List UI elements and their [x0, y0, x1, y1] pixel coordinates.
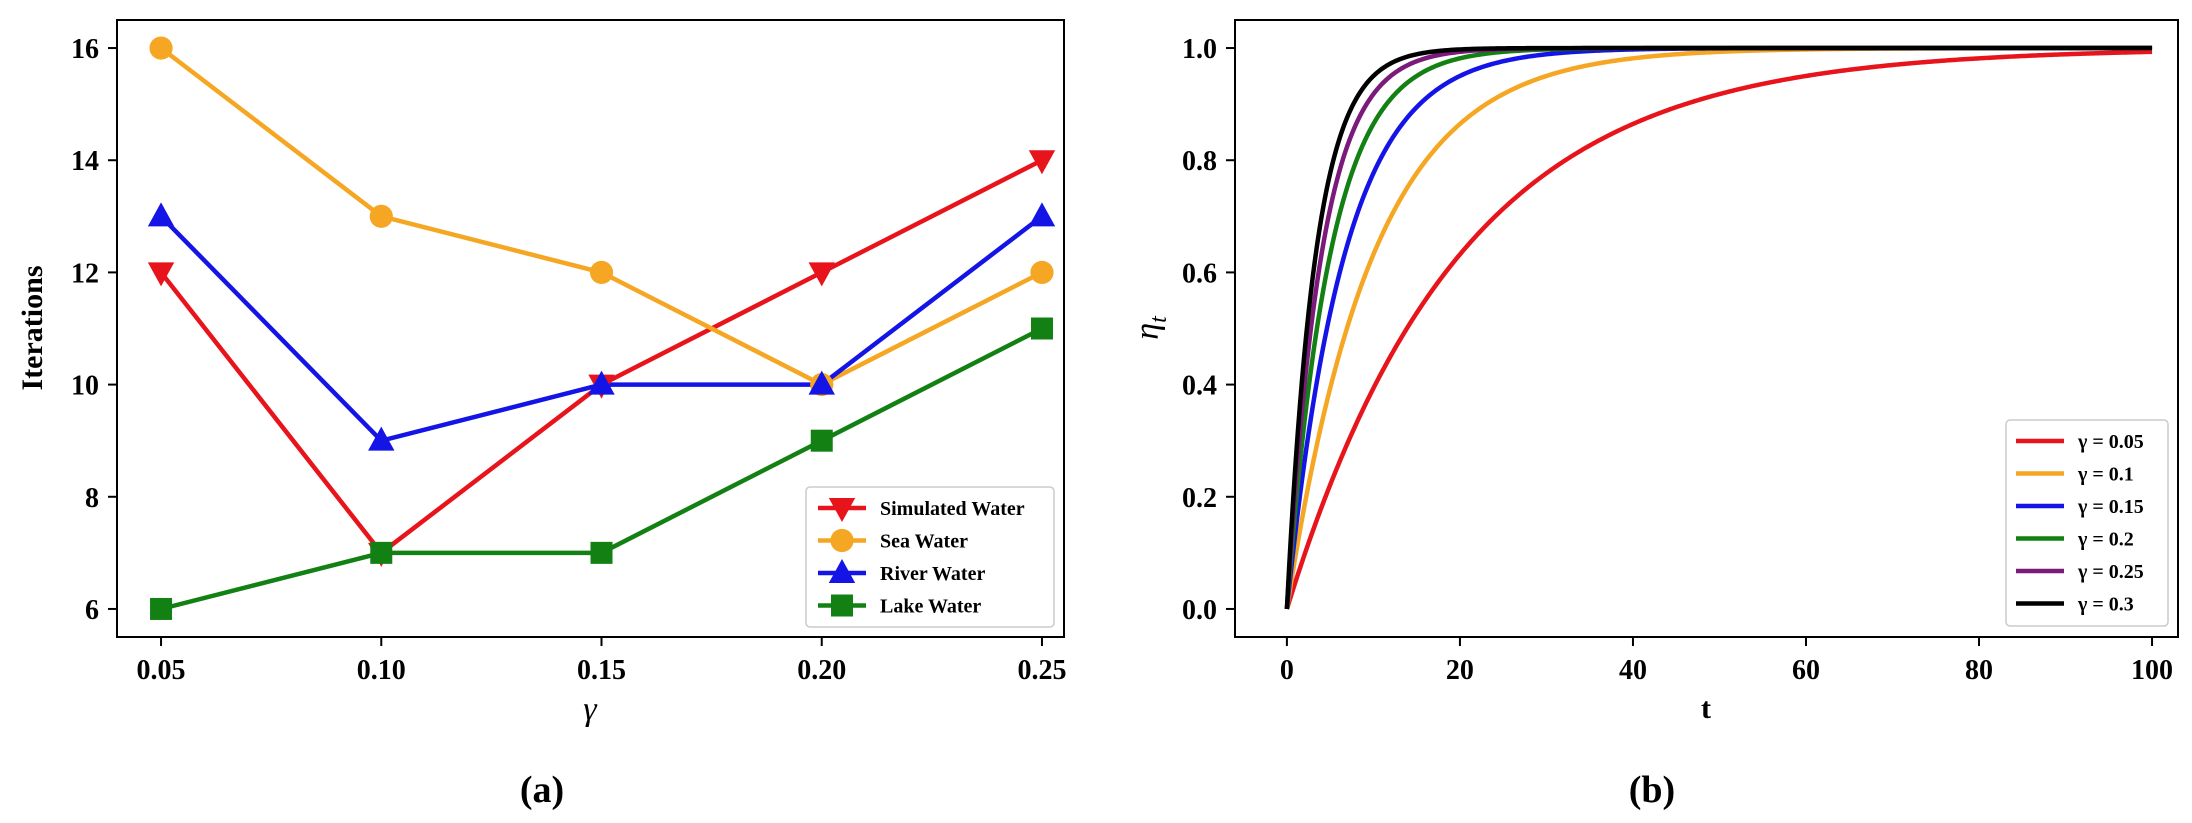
panel-a-legend-box [805, 486, 1055, 628]
legend-label-0-2: γ = 0.2 [2077, 529, 2134, 551]
legend-marker-simulated-water [828, 498, 856, 522]
x-tick-label: 0.25 [1017, 655, 1066, 686]
data-point-river-water [808, 370, 835, 395]
data-point-simulated-water [808, 262, 835, 287]
legend-label-0-05: γ = 0.05 [2077, 431, 2144, 453]
panel-b-legend: γ = 0.05 γ = 0.1 γ = 0.15 γ = 0.2 γ = 0.25 γ … [2005, 419, 2169, 627]
panel-b-x-axis-label: t [1701, 692, 1711, 725]
panel-b-plot-frame [1234, 19, 2179, 638]
legend-label-0-15: γ = 0.15 [2077, 496, 2144, 518]
data-point-river-water [588, 370, 615, 395]
data-point-river-water [1028, 202, 1056, 227]
panel-b-label: (b) [1629, 769, 1675, 811]
panel-b-y-axis-label-subscript: t [1146, 315, 1172, 323]
data-point-lake-water [370, 541, 393, 564]
legend-marker-lake-water [831, 594, 853, 617]
panel-a-plot-frame [116, 19, 1065, 638]
y-tick-label: 10 [71, 371, 99, 402]
y-tick-label: 16 [71, 34, 99, 65]
legend-label-0-1: γ = 0.1 [2077, 464, 2134, 486]
data-point-sea-water [589, 260, 614, 285]
data-point-lake-water [810, 429, 833, 452]
y-tick-label: 0.0 [1182, 595, 1217, 626]
legend-label-lake-water: Lake Water [880, 596, 981, 618]
x-tick-label: 0 [1280, 655, 1294, 686]
x-tick-label: 0.15 [577, 655, 626, 686]
panel-b-y-axis-label-main: η [1129, 323, 1166, 340]
x-tick-label: 80 [1965, 655, 1993, 686]
legend-label-sea-water: Sea Water [880, 531, 968, 553]
curve-0-3 [1284, 45, 2153, 610]
data-point-sea-water [369, 204, 393, 228]
data-point-lake-water [1030, 317, 1053, 340]
legend-label-0-25: γ = 0.25 [2077, 561, 2144, 583]
legend-label-simulated-water: Simulated Water [880, 498, 1025, 520]
data-point-river-water [368, 426, 395, 451]
legend-marker-river-water [828, 559, 856, 583]
y-tick-label: 0.6 [1182, 258, 1217, 289]
y-tick-label: 1.0 [1182, 34, 1217, 65]
panel-a-label: (a) [520, 769, 564, 811]
y-tick-label: 0.8 [1182, 146, 1217, 177]
data-point-simulated-water [1028, 150, 1056, 175]
data-point-simulated-water [147, 262, 175, 287]
data-point-sea-water [149, 36, 173, 60]
x-tick-label: 60 [1792, 655, 1820, 686]
data-point-river-water [147, 202, 175, 227]
panel-a-x-axis-label: γ [583, 691, 598, 728]
panel-b-eta-chart: 0 20 40 60 80 100 0.00.20.40.60.81.0 t ηt γ =… [1129, 19, 2179, 811]
x-tick-label: 100 [2131, 655, 2173, 686]
x-tick-label: 20 [1446, 655, 1474, 686]
y-tick-label: 14 [71, 146, 99, 177]
y-tick-label: 6 [85, 595, 99, 626]
panel-a-iterations-chart: 0.05 0.10 0.15 0.20 0.25 6 8 10 12 14 16 γ Iterat… [16, 19, 1066, 811]
x-tick-label: 0.10 [357, 655, 406, 686]
y-tick-label: 12 [71, 258, 99, 289]
series-line-sea-water [159, 46, 1044, 387]
y-tick-label: 0.4 [1182, 371, 1217, 402]
curve-0-05 [1284, 49, 2153, 610]
legend-label-river-water: River Water [880, 563, 985, 585]
y-tick-label: 8 [85, 483, 99, 514]
x-tick-label: 0.20 [797, 655, 846, 686]
data-point-lake-water [150, 597, 173, 620]
x-tick-label: 40 [1619, 655, 1647, 686]
data-point-lake-water [590, 541, 613, 564]
x-tick-label: 0.05 [137, 655, 186, 686]
data-point-sea-water [1030, 260, 1054, 285]
panel-a-y-axis-label: Iterations [16, 266, 49, 391]
legend-label-0-3: γ = 0.3 [2077, 594, 2134, 616]
y-tick-label: 0.2 [1182, 483, 1217, 514]
series-line-river-water [159, 214, 1044, 443]
legend-marker-sea-water [830, 528, 854, 553]
panel-b-y-axis-label: ηt [1129, 315, 1172, 340]
panel-a-legend: Simulated Water Sea Water River Water Lake … [805, 486, 1055, 628]
